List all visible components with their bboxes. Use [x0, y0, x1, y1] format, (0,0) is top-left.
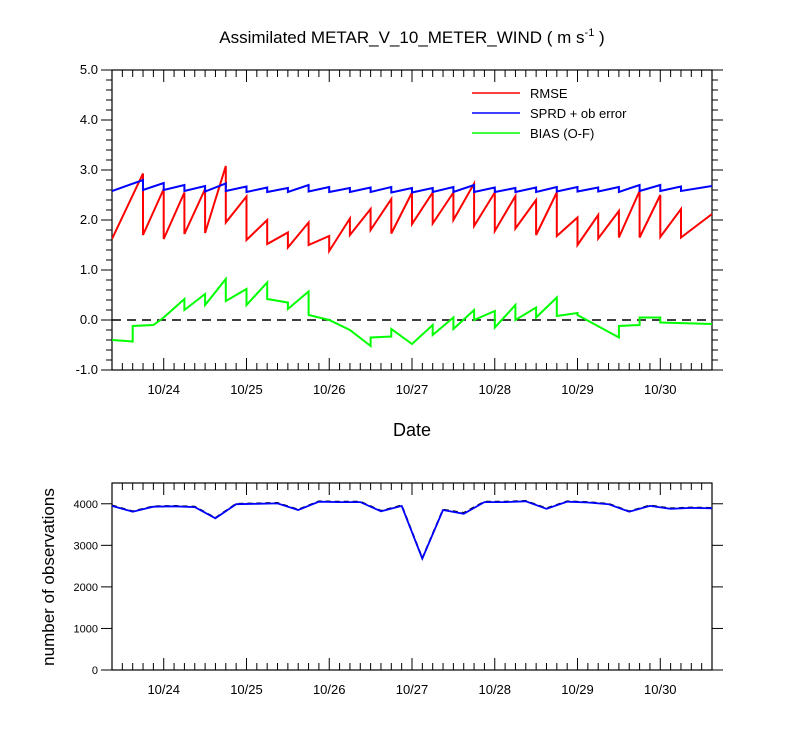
chart-title: Assimilated METAR_V_10_METER_WIND ( m s-… — [219, 27, 604, 47]
chart-title-suffix: ) — [594, 28, 604, 47]
y-tick-label: 0.0 — [80, 312, 98, 327]
y-tick-label: 1.0 — [80, 262, 98, 277]
x-tick-label: 10/30 — [644, 382, 677, 397]
y-tick-label: 1000 — [74, 623, 98, 635]
legend-label: BIAS (O-F) — [530, 126, 594, 141]
x-tick-label: 10/29 — [561, 682, 594, 697]
x-tick-label: 10/29 — [561, 382, 594, 397]
x-tick-label: 10/26 — [313, 382, 346, 397]
series-line-bias-o-f — [112, 276, 712, 349]
x-axis-label: Date — [393, 420, 431, 440]
x-tick-label: 10/26 — [313, 682, 346, 697]
series-line-observations-used — [112, 500, 712, 561]
x-tick-label: 10/30 — [644, 682, 677, 697]
y-tick-label: 0 — [92, 665, 98, 677]
x-tick-label: 10/28 — [478, 382, 511, 397]
y-tick-label: -1.0 — [76, 362, 98, 377]
y-tick-label: 4000 — [74, 499, 98, 511]
y-tick-label: 2.0 — [80, 212, 98, 227]
chart-title-unit-superscript: -1 — [585, 27, 595, 39]
x-tick-label: 10/24 — [147, 682, 180, 697]
series-line-rmse — [112, 165, 712, 255]
x-tick-label: 10/27 — [396, 382, 429, 397]
chart-title-text: Assimilated METAR_V_10_METER_WIND ( m s — [219, 28, 584, 47]
bottom-panel: 10/24 10/25 10/26 10/27 10/28 10/29 10/30 0 1000… — [74, 482, 723, 697]
y-axis-label-observations: number of observations — [39, 488, 58, 666]
y-tick-label: 5.0 — [80, 62, 98, 77]
y-tick-label: 2000 — [74, 582, 98, 594]
x-tick-label: 10/25 — [230, 382, 263, 397]
legend-label: SPRD + ob error — [530, 106, 627, 121]
top-panel: 10/24 10/25 10/26 10/27 10/28 10/29 10/30 -1.0 0… — [76, 62, 723, 397]
y-tick-label: 3.0 — [80, 162, 98, 177]
legend-label: RMSE — [530, 86, 568, 101]
x-tick-label: 10/25 — [230, 682, 263, 697]
series-line-sprd-ob-error — [112, 178, 712, 194]
x-tick-label: 10/24 — [147, 382, 180, 397]
x-tick-label: 10/28 — [478, 682, 511, 697]
y-tick-label: 4.0 — [80, 112, 98, 127]
y-tick-label: 3000 — [74, 540, 98, 552]
x-tick-label: 10/27 — [396, 682, 429, 697]
